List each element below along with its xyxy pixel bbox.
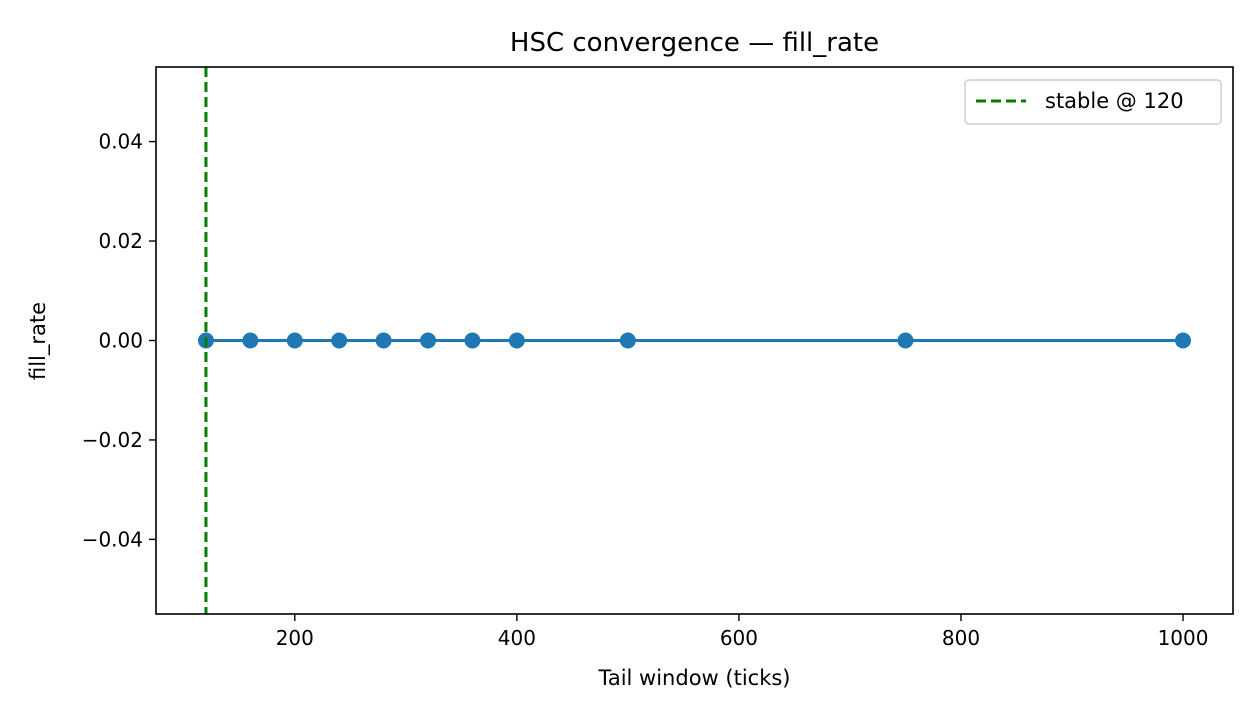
x-tick-label: 1000 (1158, 626, 1209, 650)
x-tick-label: 200 (276, 626, 314, 650)
legend-label-stable: stable @ 120 (1045, 89, 1184, 113)
data-point (464, 332, 481, 349)
data-point (286, 332, 303, 349)
y-tick-label: 0.02 (98, 229, 143, 253)
y-tick-label: 0.04 (98, 130, 143, 154)
legend-box (964, 79, 1222, 125)
x-tick-label: 800 (942, 626, 980, 650)
data-point (375, 332, 392, 349)
data-point (1175, 332, 1192, 349)
data-point (508, 332, 525, 349)
data-point (619, 332, 636, 349)
chart-title: HSC convergence — fill_rate (510, 28, 879, 58)
data-point (242, 332, 259, 349)
x-axis-ticks: 200 400 600 800 1000 (276, 614, 1209, 650)
y-tick-label: 0.00 (98, 329, 143, 353)
y-axis-title: fill_rate (26, 302, 51, 380)
legend: stable @ 120 (964, 79, 1222, 125)
data-point (420, 332, 437, 349)
data-point (331, 332, 348, 349)
x-tick-label: 400 (498, 626, 536, 650)
data-point (897, 332, 914, 349)
plot-area (197, 67, 1192, 614)
x-axis-title: Tail window (ticks) (597, 666, 790, 690)
y-tick-label: −0.02 (82, 428, 143, 452)
y-tick-label: −0.04 (82, 527, 143, 551)
x-tick-label: 600 (720, 626, 758, 650)
plot-frame (155, 66, 1234, 615)
y-axis-ticks: 0.04 0.02 0.00 −0.02 −0.04 (82, 130, 156, 551)
